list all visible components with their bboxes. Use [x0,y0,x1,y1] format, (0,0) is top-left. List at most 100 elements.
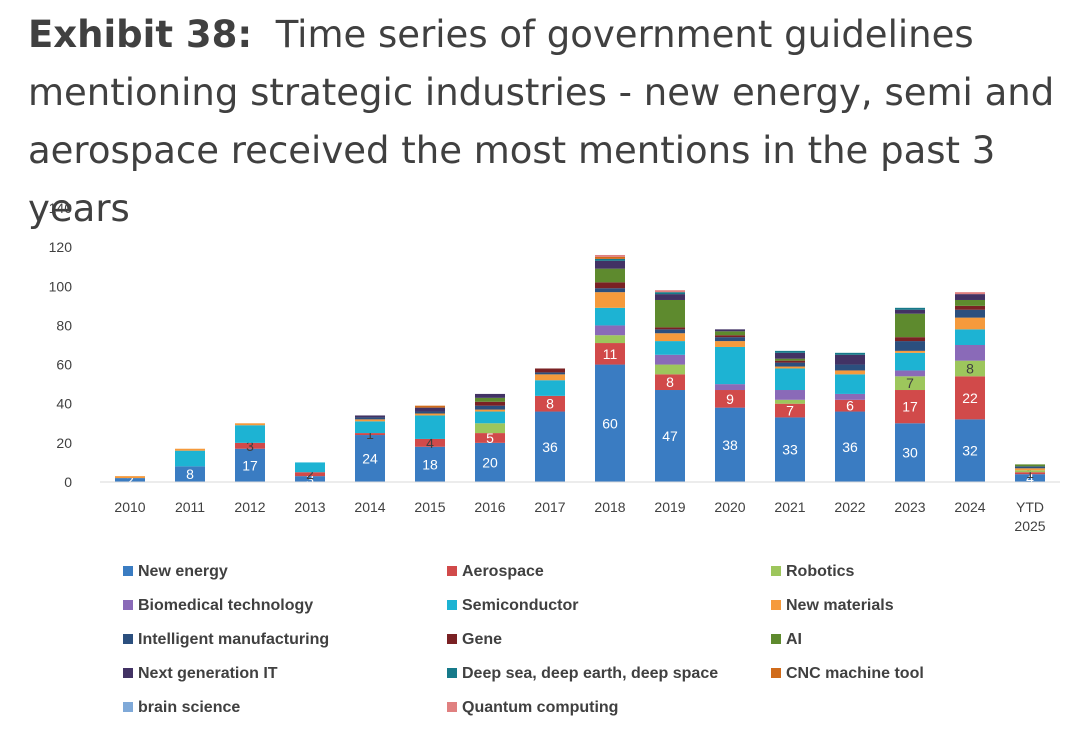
bar-segment [955,309,985,318]
bar-segment [655,354,685,365]
bar-segment [895,337,925,342]
legend-entry: Next generation IT [138,665,278,682]
y-tick-label: 120 [49,239,73,255]
data-label: 6 [846,398,854,414]
legend-entry: Deep sea, deep earth, deep space [462,665,718,682]
data-label: 17 [902,399,918,415]
bar-segment [595,256,625,259]
bar-segment [835,393,865,400]
data-label: 4 [1026,470,1034,486]
bar-segment [475,411,505,424]
legend-swatch [771,600,781,610]
bar-segment [1015,468,1045,471]
y-tick-label: 140 [49,200,73,216]
bar-segment [895,376,925,391]
bar-segment [655,333,685,342]
data-label: 47 [662,428,678,444]
legend-swatch [771,634,781,644]
bar-segment [955,419,985,482]
x-tick-label: 2019 [654,499,685,515]
legend-swatch [123,600,133,610]
data-label: 8 [666,374,674,390]
bar-segment [595,254,625,257]
bar-segment [775,399,805,404]
bar-segment [535,411,565,482]
bar-segment [535,380,565,396]
legend-entry: New materials [786,597,894,614]
bar-segment [115,476,145,479]
y-tick-label: 100 [49,278,73,294]
bar-segment [835,399,865,412]
data-label: 38 [722,437,738,453]
data-label: 60 [602,415,618,431]
legend-entry: Gene [462,631,502,648]
bar-segment [775,350,805,353]
data-label: 5 [486,430,494,446]
legend-swatch [447,600,457,610]
bar-segment [895,307,925,310]
legend-swatch [123,566,133,576]
data-label: 8 [186,466,194,482]
bar-segment [775,390,805,400]
legend-entry: Semiconductor [462,597,578,614]
bar-segment [895,350,925,353]
bar-segment [775,358,805,361]
legend-swatch [447,668,457,678]
legend-entry: Intelligent manufacturing [138,631,329,648]
bar-segment [535,368,565,373]
data-label: 7 [906,375,914,391]
legend-swatch [123,668,133,678]
bar-segment [415,415,445,439]
bar-segment [655,364,685,375]
legend-entry: Robotics [786,563,855,580]
legend-entry: Biomedical technology [138,597,313,614]
bar-segment [295,472,325,477]
x-axis: 2010 2011 2012 2013 2014 2015 2016 2017 2018 2019… [100,481,1060,534]
data-label: 18 [422,456,438,472]
bar-segment [955,294,985,300]
y-tick-label: 0 [64,474,72,490]
x-tick-label: 2015 [414,499,445,515]
data-label: 22 [962,390,978,406]
y-tick-label: 40 [56,396,72,412]
legend-entry: Quantum computing [462,699,618,716]
data-label: 20 [482,454,498,470]
bar-segment [355,421,385,434]
bar-segment [715,329,745,332]
bar-segment [475,442,505,482]
legend-entry: brain science [138,699,240,716]
page-title: Exhibit 38: Time series of government gu… [28,6,1068,238]
bar-segment [415,411,445,414]
bar-segment [655,341,685,355]
bar-segment [175,448,205,451]
bar-segment [475,393,505,398]
y-tick-label: 60 [56,357,72,373]
bar-segment [355,415,385,418]
bar-segment [655,390,685,482]
bar-segment [295,462,325,473]
bar-segment [835,370,865,375]
bar-segment [775,366,805,369]
bar-segment [595,268,625,283]
bar-segment [655,327,685,330]
data-label: 9 [726,391,734,407]
bar-segment [655,374,685,391]
data-label: 36 [542,439,558,455]
exhibit-number: Exhibit 38: [28,13,253,56]
bar-segment [595,282,625,289]
bars: 2 817332241184205368601147838933736630177… [115,254,1045,488]
bar-segment [895,341,925,351]
y-tick-label: 20 [56,435,72,451]
x-tick-label: 2018 [594,499,625,515]
bar-segment [715,341,745,347]
x-tick-label: 2024 [954,499,985,515]
data-label: 3 [306,471,314,487]
data-label: 32 [962,443,978,459]
legend-entry: CNC machine tool [786,665,924,682]
data-label: 11 [603,346,618,362]
x-tick-label: YTD 2025 [1014,499,1045,534]
bar-segment [955,317,985,330]
bar-segment [595,260,625,269]
x-tick-label: 2014 [354,499,385,515]
bar-segment [835,364,865,371]
